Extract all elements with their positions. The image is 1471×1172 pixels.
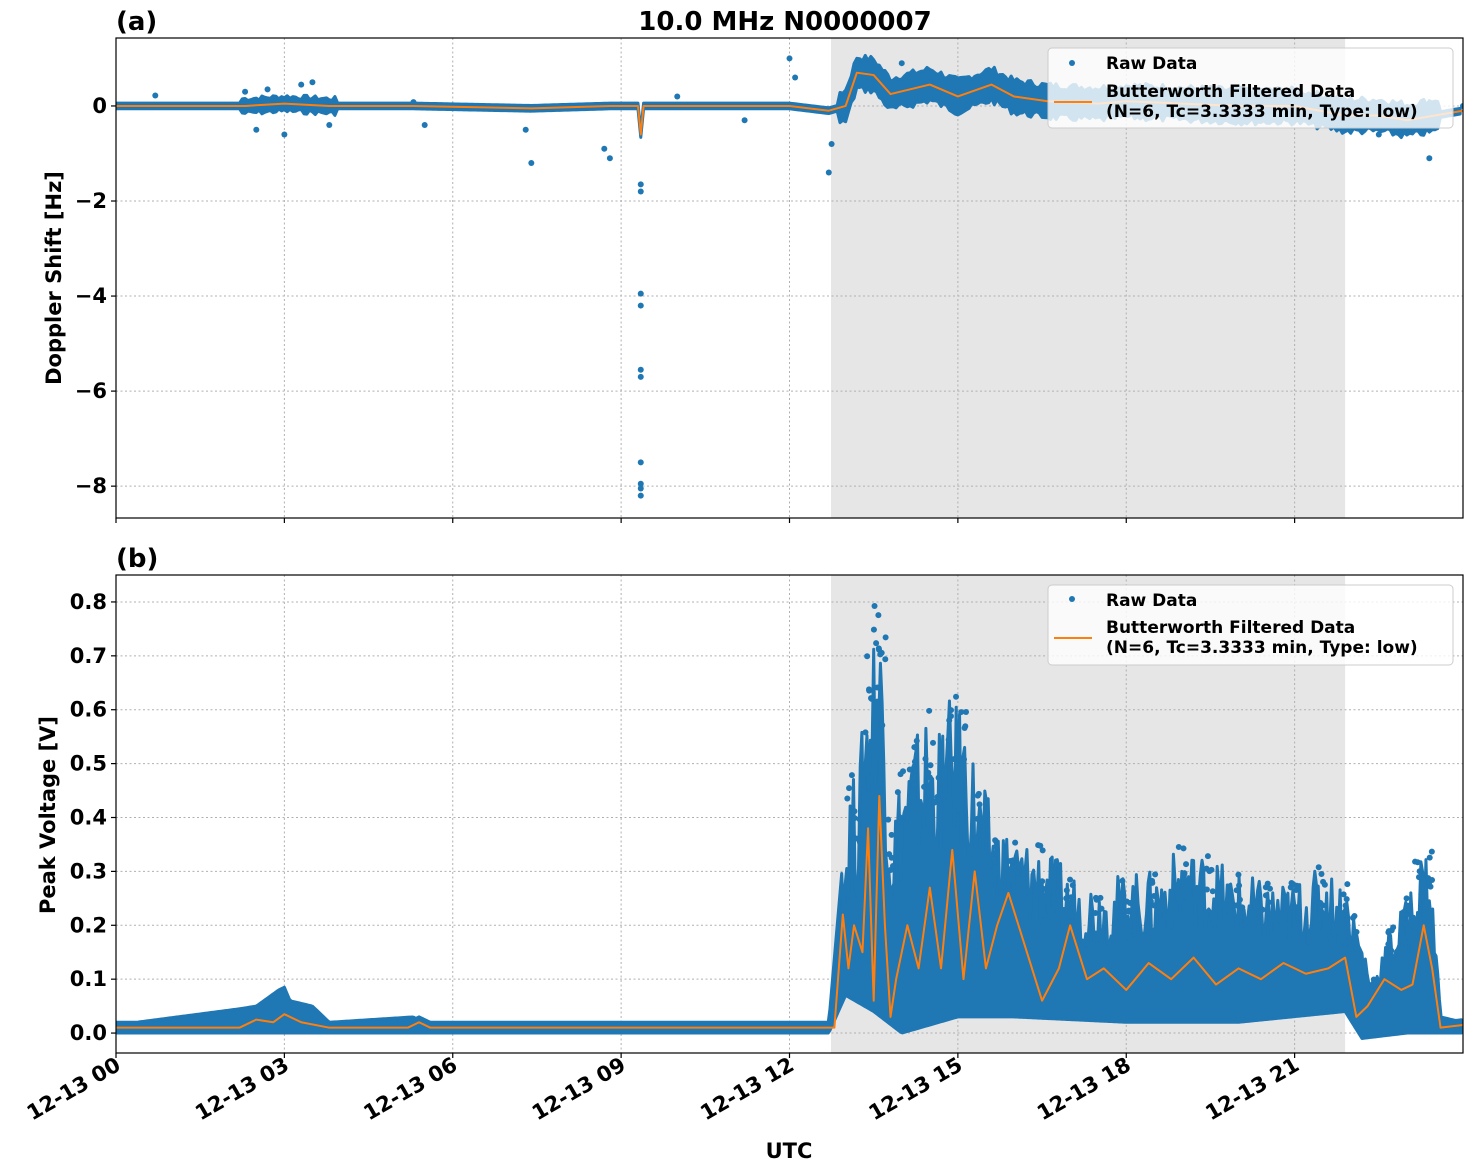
panel-b: 0.00.10.20.30.40.50.60.70.8 12-13 00 12-1… bbox=[23, 574, 1464, 1126]
y-tick-label: 0.3 bbox=[70, 859, 107, 883]
legend-raw-label: Raw Data bbox=[1106, 54, 1197, 74]
panel-b-label: (b) bbox=[116, 544, 158, 574]
y-tick-label: −2 bbox=[75, 189, 107, 213]
panel-a-x-axis bbox=[115, 518, 1296, 523]
y-tick-label: 0.8 bbox=[70, 590, 107, 614]
panel-b-y-axis: 0.0 0.1 0.2 0.3 0.4 0.5 0.6 0.7 0.8 bbox=[70, 590, 116, 1045]
y-tick-label: −8 bbox=[75, 474, 107, 498]
panel-a-legend: Raw Data Butterworth Filtered Data (N=6,… bbox=[1047, 47, 1454, 129]
raw-data-marker-icon bbox=[1069, 596, 1075, 602]
panel-b-y-label: Peak Voltage [V] bbox=[36, 716, 60, 914]
y-tick-label: −6 bbox=[75, 379, 107, 403]
y-tick-label: 0.0 bbox=[70, 1021, 107, 1045]
y-tick-label: 0.6 bbox=[70, 698, 107, 722]
panel-b-plot-area bbox=[116, 602, 1463, 1040]
legend-filtered-label-1: Butterworth Filtered Data bbox=[1106, 82, 1355, 102]
panel-b-legend: Raw Data Butterworth Filtered Data (N=6,… bbox=[1047, 584, 1454, 666]
y-tick-label: 0 bbox=[92, 94, 107, 118]
y-tick-label: −4 bbox=[75, 284, 107, 308]
panel-a-y-label: Doppler Shift [Hz] bbox=[42, 171, 66, 385]
y-tick-label: 0.5 bbox=[70, 752, 107, 776]
x-tick-label: 12-13 12 bbox=[696, 1053, 798, 1126]
x-tick-label: 12-13 09 bbox=[528, 1053, 630, 1126]
x-tick-label: 12-13 15 bbox=[865, 1053, 967, 1126]
y-tick-label: 0.2 bbox=[70, 913, 107, 937]
figure-title: 10.0 MHz N0000007 bbox=[638, 7, 931, 37]
y-tick-label: 0.7 bbox=[70, 644, 107, 668]
legend-raw-label: Raw Data bbox=[1106, 591, 1197, 611]
x-tick-label: 12-13 21 bbox=[1201, 1053, 1303, 1126]
legend-filtered-label-1: Butterworth Filtered Data bbox=[1106, 618, 1355, 638]
y-tick-label: 0.1 bbox=[70, 967, 107, 991]
raw-data-marker-icon bbox=[1069, 60, 1075, 66]
x-tick-label: 12-13 06 bbox=[359, 1053, 461, 1126]
x-tick-label: 12-13 18 bbox=[1033, 1053, 1135, 1126]
x-tick-label: 12-13 03 bbox=[191, 1053, 293, 1126]
panel-a-y-axis: 0 −2 −4 −6 −8 bbox=[75, 94, 116, 498]
legend-filtered-label-2: (N=6, Tc=3.3333 min, Type: low) bbox=[1106, 102, 1418, 122]
legend-filtered-label-2: (N=6, Tc=3.3333 min, Type: low) bbox=[1106, 638, 1418, 658]
panel-a: 0 −2 −4 −6 −8 Doppler Shift [Hz] Raw Data Bu… bbox=[42, 37, 1464, 523]
panel-b-x-axis: 12-13 00 12-13 03 12-13 06 12-13 09 12-13 12… bbox=[23, 1053, 1303, 1126]
panel-a-label: (a) bbox=[116, 7, 157, 37]
x-axis-label: UTC bbox=[766, 1139, 813, 1163]
x-tick-label: 12-13 00 bbox=[23, 1053, 125, 1126]
y-tick-label: 0.4 bbox=[70, 806, 107, 830]
